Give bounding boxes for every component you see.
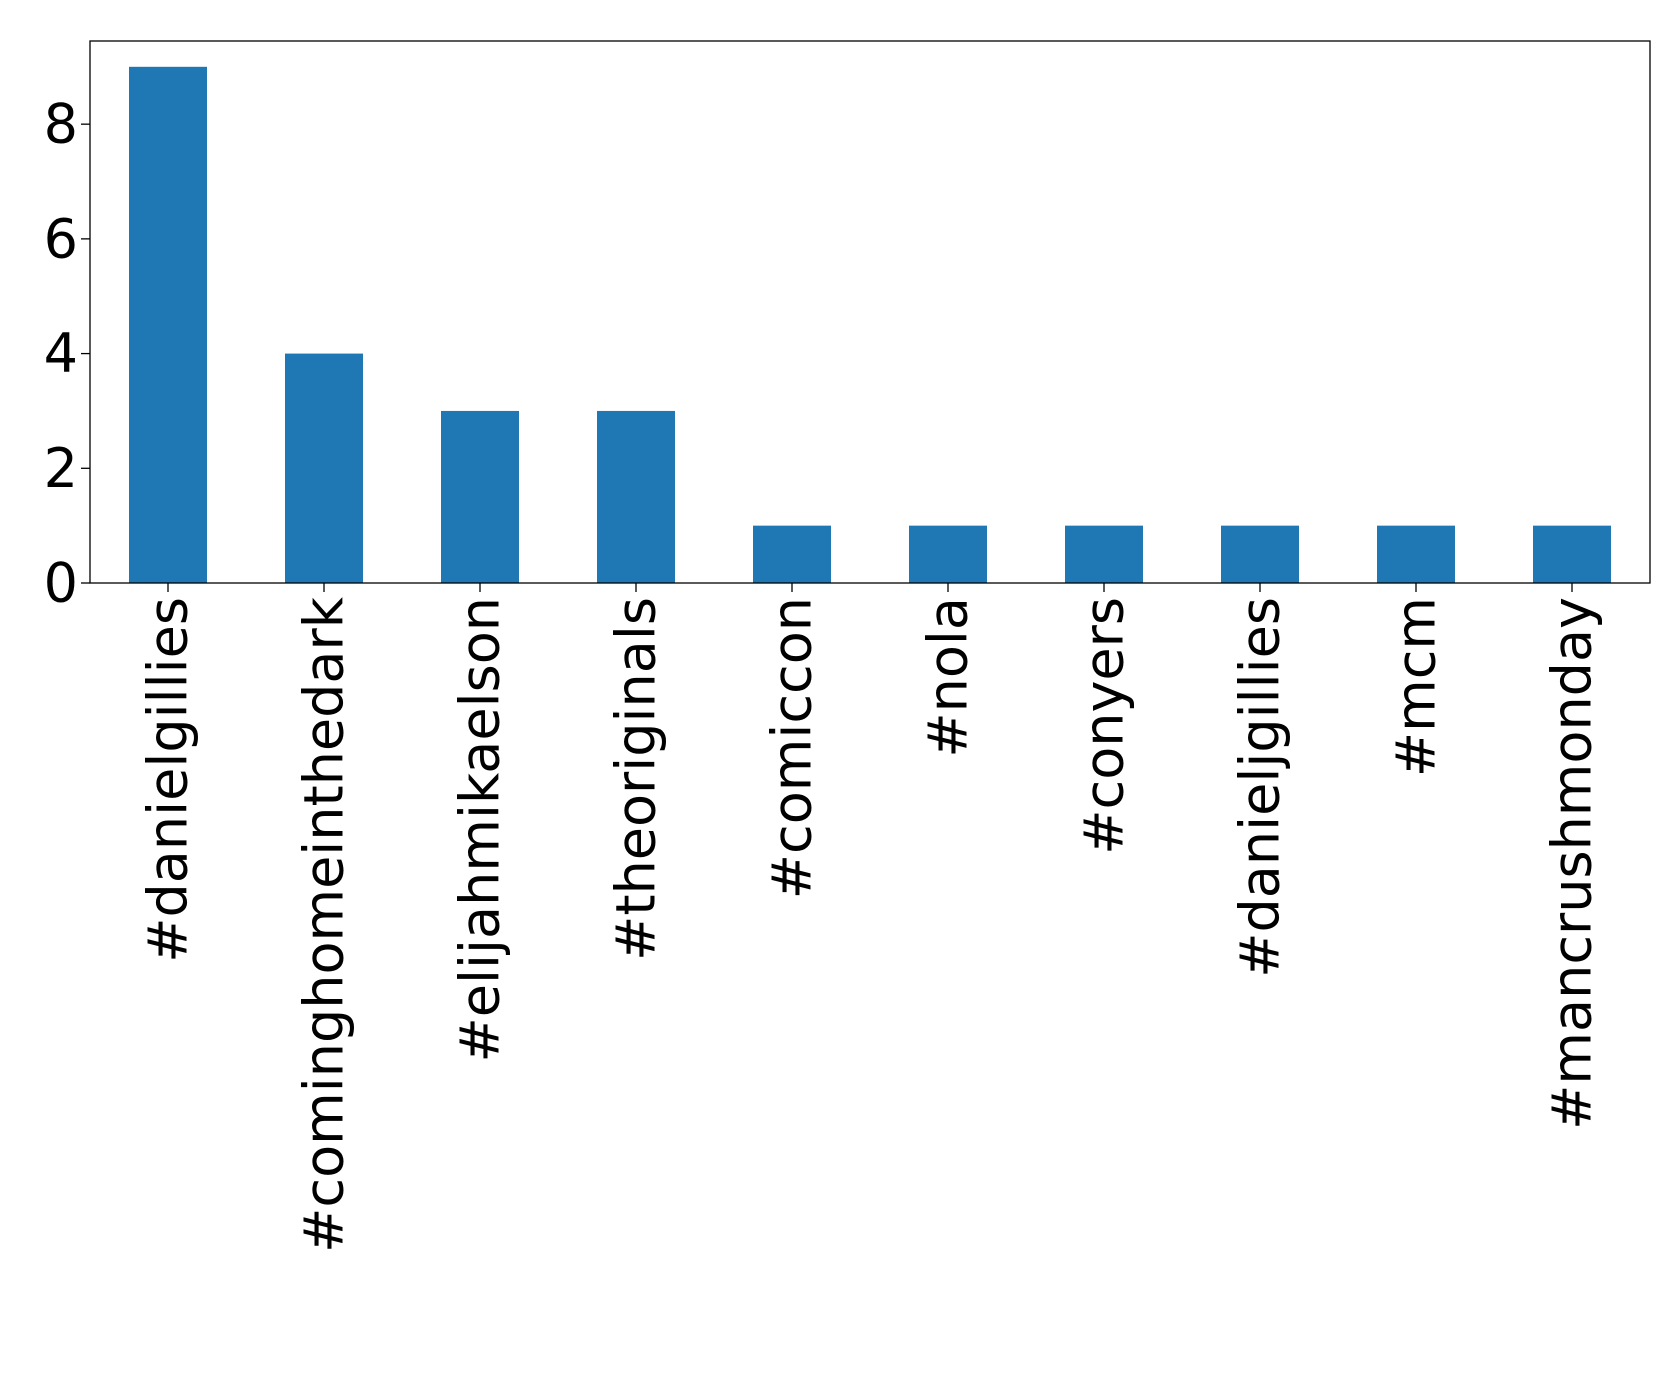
- bar-6: [1065, 525, 1143, 583]
- x-tick-label: #comiccon: [761, 597, 824, 899]
- x-tick-label: #conyers: [1073, 597, 1136, 855]
- x-tick-label: #danieljgillies: [1229, 597, 1292, 978]
- bar-2: [441, 410, 519, 583]
- bar-8: [1377, 525, 1455, 583]
- y-tick-label: 4: [44, 322, 78, 385]
- bar-5: [909, 525, 987, 583]
- x-tick-label: #mcm: [1385, 597, 1448, 777]
- x-tick-label: #theoriginals: [605, 597, 668, 961]
- bar-3: [597, 410, 675, 583]
- y-axis: 0 2 4 6 8: [44, 93, 90, 615]
- bars-group: [129, 66, 1611, 584]
- x-axis: #danielgillies #cominghomeinthedark #elija…: [137, 583, 1604, 1253]
- bar-7: [1221, 525, 1299, 583]
- x-tick-label: #danielgillies: [137, 597, 200, 963]
- x-tick-label: #mancrushmonday: [1541, 597, 1604, 1130]
- y-tick-label: 8: [44, 93, 78, 156]
- bar-9: [1533, 525, 1611, 583]
- plot-frame: [89, 40, 1651, 584]
- bar-4: [753, 525, 831, 583]
- y-tick-label: 0: [44, 552, 78, 615]
- x-tick-label: #elijahmikaelson: [449, 597, 512, 1062]
- y-tick-label: 2: [44, 437, 78, 500]
- x-tick-label: #cominghomeinthedark: [293, 596, 356, 1253]
- bar-0: [129, 66, 207, 584]
- y-tick-label: 6: [44, 207, 78, 270]
- x-tick-label: #nola: [917, 597, 980, 758]
- bar-1: [285, 353, 363, 583]
